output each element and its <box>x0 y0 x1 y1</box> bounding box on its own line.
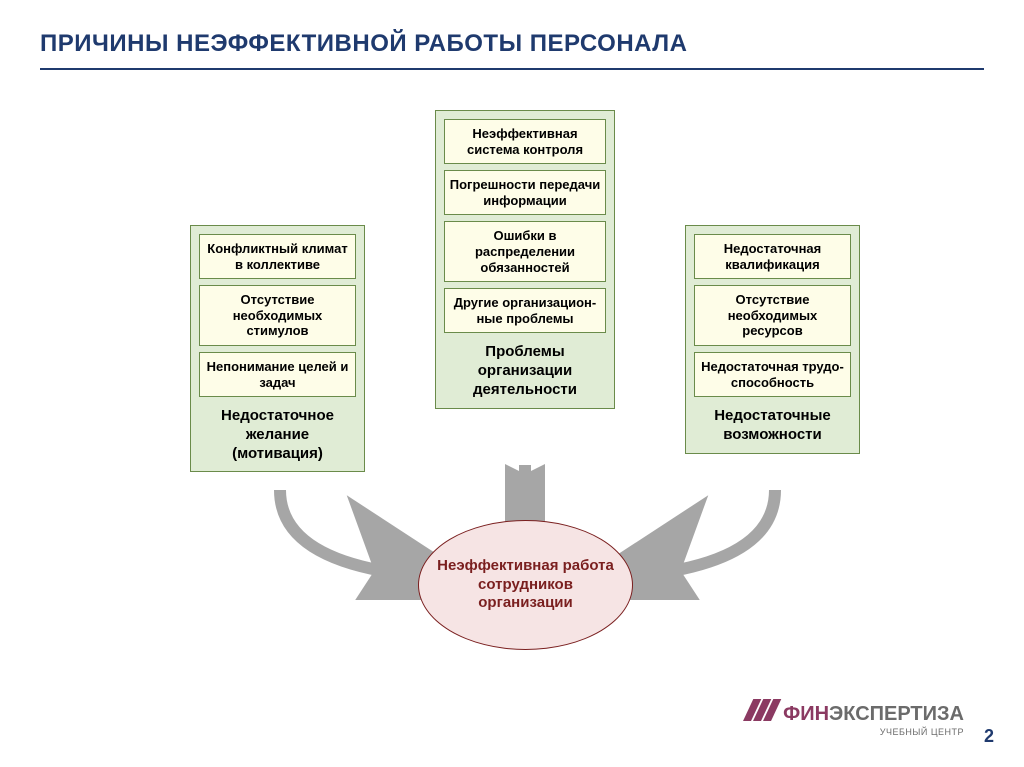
result-ellipse: Неэффективная работа сотрудников организ… <box>418 520 633 650</box>
column-center: Неэффективная система контроля Погрешнос… <box>435 110 615 409</box>
cell: Отсутствие необходимых ресурсов <box>694 285 851 346</box>
logo-subtitle: УЧЕБНЫЙ ЦЕНТР <box>747 727 964 737</box>
logo-part2: ЭКСПЕРТИЗА <box>829 703 964 725</box>
column-label: Недостаточное желание (мотивация) <box>199 407 356 463</box>
cell: Недостаточная квалификация <box>694 234 851 279</box>
cell: Неэффективная система контроля <box>444 119 606 164</box>
page-number: 2 <box>984 726 994 747</box>
logo: ФИНЭКСПЕРТИЗА УЧЕБНЫЙ ЦЕНТР <box>747 699 964 737</box>
title-underline <box>40 68 984 70</box>
cell: Погрешности передачи информации <box>444 170 606 215</box>
page-title: ПРИЧИНЫ НЕЭФФЕКТИВНОЙ РАБОТЫ ПЕРСОНАЛА <box>40 30 984 58</box>
logo-icon <box>740 699 783 726</box>
column-left: Конфликтный климат в коллективе Отсутств… <box>190 225 365 472</box>
cell: Непонимание целей и задач <box>199 352 356 397</box>
logo-part1: ФИН <box>783 703 829 725</box>
arrow-right <box>615 480 795 600</box>
column-label: Недостаточные возможности <box>694 407 851 445</box>
column-right: Недостаточная квалификация Отсутствие не… <box>685 225 860 454</box>
cell: Конфликтный климат в коллективе <box>199 234 356 279</box>
cell: Ошибки в распределении обязанностей <box>444 221 606 282</box>
arrow-left <box>260 480 440 600</box>
cell: Отсутствие необходимых стимулов <box>199 285 356 346</box>
cell: Недостаточная трудо-способность <box>694 352 851 397</box>
cell: Другие организацион-ные проблемы <box>444 288 606 333</box>
diagram-area: Конфликтный климат в коллективе Отсутств… <box>40 110 984 670</box>
result-text: Неэффективная работа сотрудников организ… <box>429 557 622 613</box>
column-label: Проблемы организации деятельности <box>444 343 606 399</box>
